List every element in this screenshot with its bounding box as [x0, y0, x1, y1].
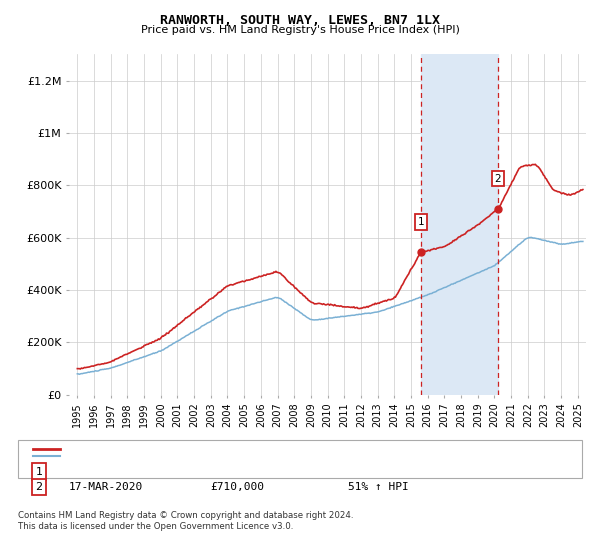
Text: 2: 2 [35, 482, 43, 492]
Text: 17-MAR-2020: 17-MAR-2020 [69, 482, 143, 492]
Text: This data is licensed under the Open Government Licence v3.0.: This data is licensed under the Open Gov… [18, 522, 293, 531]
Bar [421, 54, 498, 395]
Text: 2: 2 [494, 174, 501, 184]
Text: Price paid vs. HM Land Registry's House Price Index (HPI): Price paid vs. HM Land Registry's House … [140, 25, 460, 35]
Text: 1: 1 [35, 466, 43, 477]
Text: RANWORTH, SOUTH WAY, LEWES, BN7 1LX: RANWORTH, SOUTH WAY, LEWES, BN7 1LX [160, 14, 440, 27]
Text: RANWORTH, SOUTH WAY, LEWES, BN7 1LX (detached house): RANWORTH, SOUTH WAY, LEWES, BN7 1LX (det… [65, 444, 382, 454]
Text: £545,000: £545,000 [210, 466, 264, 477]
Text: 06-AUG-2015: 06-AUG-2015 [69, 466, 143, 477]
Text: 51% ↑ HPI: 51% ↑ HPI [348, 482, 409, 492]
Text: HPI: Average price, detached house, Lewes: HPI: Average price, detached house, Lewe… [65, 451, 290, 461]
Text: 1: 1 [418, 217, 424, 227]
Text: Contains HM Land Registry data © Crown copyright and database right 2024.: Contains HM Land Registry data © Crown c… [18, 511, 353, 520]
Text: 31% ↑ HPI: 31% ↑ HPI [348, 466, 409, 477]
Text: £710,000: £710,000 [210, 482, 264, 492]
